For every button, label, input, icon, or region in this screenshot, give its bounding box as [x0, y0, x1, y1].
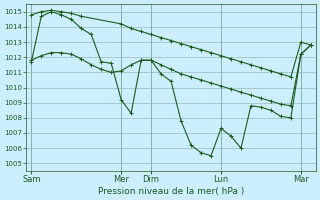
X-axis label: Pression niveau de la mer( hPa ): Pression niveau de la mer( hPa )	[98, 187, 244, 196]
